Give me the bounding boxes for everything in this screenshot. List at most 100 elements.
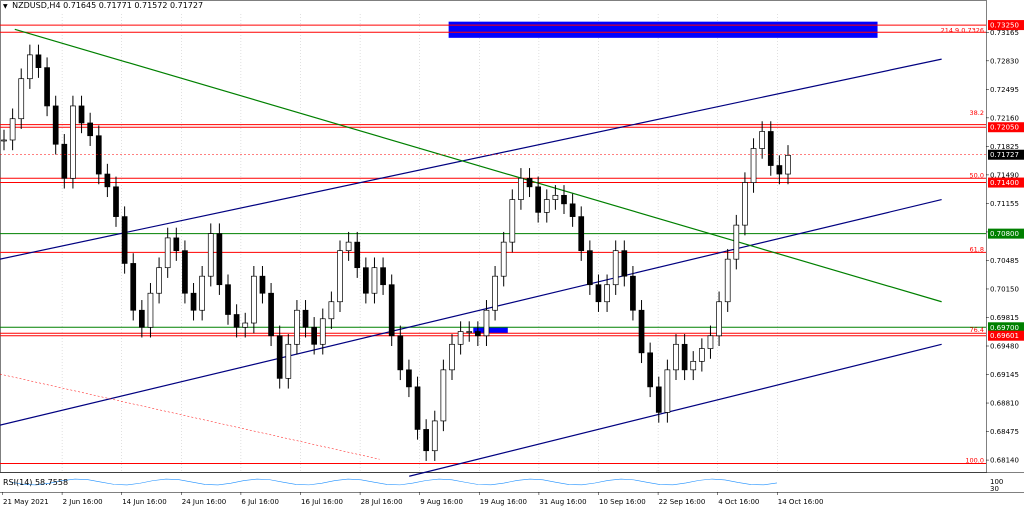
- candle-body: [61, 143, 68, 179]
- ohlc-values: 0.71645 0.71771 0.71572 0.71727: [63, 1, 204, 10]
- candle-body: [707, 335, 714, 349]
- symbol-header: ▼ NZDUSD,H4 0.71645 0.71771 0.71572 0.71…: [3, 1, 203, 10]
- rsi-line: [9, 478, 778, 486]
- trendline: [14, 28, 942, 303]
- candle-body: [104, 173, 111, 188]
- candle-body: [44, 67, 50, 107]
- x-tick-label: 22 Sep 16:00: [659, 498, 706, 506]
- candle-body: [664, 369, 671, 413]
- candle-body: [52, 105, 59, 145]
- candle-body: [302, 309, 309, 328]
- y-tick-label: 0.69815: [990, 314, 1019, 322]
- candle-body: [698, 348, 705, 362]
- candle-body: [138, 309, 145, 328]
- candle-body: [268, 292, 274, 337]
- candle-body: [518, 177, 524, 200]
- y-tick-label: 0.68810: [990, 400, 1019, 408]
- x-tick-label: 28 Jul 16:00: [361, 498, 403, 506]
- fib-level-label: 38.2: [970, 109, 984, 117]
- price-tag: [988, 330, 1024, 341]
- price-tag: [988, 322, 1024, 333]
- candle-body: [311, 326, 318, 345]
- candle-body: [604, 284, 610, 303]
- candle-body: [406, 369, 412, 388]
- candle-body: [586, 250, 593, 286]
- candle-body: [492, 275, 498, 311]
- candle-body: [483, 309, 490, 337]
- candle-body: [569, 203, 576, 217]
- dropdown-triangle-icon[interactable]: ▼: [3, 3, 8, 10]
- x-tick-label: 19 Aug 16:00: [480, 498, 527, 506]
- y-tick-label: 0.71825: [990, 143, 1019, 151]
- y-tick-label: 0.72160: [990, 114, 1019, 122]
- candle-body: [638, 309, 645, 354]
- candle-body: [164, 237, 171, 269]
- fib-level-label: 61.8: [970, 245, 984, 253]
- y-tick-label: 0.71155: [990, 200, 1019, 208]
- price-tag-label: 0.70800: [990, 230, 1019, 238]
- candle-body: [716, 301, 722, 337]
- candle-body: [276, 335, 283, 379]
- y-tick-label: 0.73165: [990, 29, 1019, 37]
- candle-body: [18, 78, 25, 120]
- candle-body: [328, 301, 335, 320]
- candle-body: [294, 309, 300, 345]
- plot-frame: [0, 0, 987, 473]
- candle-body: [182, 250, 188, 294]
- candle-body: [371, 267, 378, 294]
- candle-body: [362, 267, 369, 294]
- candle-body: [397, 335, 404, 371]
- candle-body: [156, 267, 162, 294]
- price-tag-label: 0.73250: [990, 22, 1019, 30]
- y-tick-label: 0.72495: [990, 86, 1019, 94]
- candle-body: [440, 369, 447, 422]
- x-tick-label: 14 Oct 16:00: [778, 498, 824, 506]
- candle-body: [449, 343, 455, 371]
- candle-body: [673, 343, 679, 371]
- candle-body: [526, 177, 533, 188]
- candle-body: [113, 186, 119, 217]
- candle-body: [630, 275, 636, 311]
- candle-body: [767, 131, 774, 166]
- x-tick-label: 31 Aug 16:00: [539, 498, 586, 506]
- candle-body: [750, 148, 757, 183]
- fib-level-label: 76.4: [970, 326, 984, 334]
- candle-body: [319, 318, 326, 345]
- candle-body: [612, 250, 619, 286]
- candle-body: [681, 343, 688, 371]
- candle-body: [535, 186, 542, 213]
- x-tick-label: 10 Sep 16:00: [599, 498, 646, 506]
- candle-body: [242, 322, 249, 328]
- rsi-axis-label: 100: [990, 478, 1003, 486]
- candle-body: [561, 194, 567, 205]
- candle-body: [655, 386, 662, 413]
- trendline: [0, 373, 380, 460]
- candle-body: [690, 360, 697, 371]
- x-tick-label: 14 Jun 16:00: [122, 498, 166, 506]
- x-tick-label: 16 Jul 16:00: [301, 498, 343, 506]
- y-tick-label: 0.70485: [990, 257, 1019, 265]
- x-tick-label: 24 Jun 16:00: [182, 498, 226, 506]
- candle-body: [285, 343, 292, 379]
- candle-body: [259, 275, 266, 294]
- supply-demand-zone: [473, 327, 508, 334]
- candle-body: [121, 216, 128, 264]
- candle-body: [552, 194, 559, 200]
- y-tick-label: 0.71490: [990, 171, 1019, 179]
- candle-body: [776, 165, 783, 175]
- y-tick-label: 0.69145: [990, 371, 1019, 379]
- candle-body: [1, 139, 7, 142]
- candle-body: [466, 331, 473, 333]
- current-price-label: 0.71727: [990, 151, 1019, 159]
- candle-body: [759, 131, 766, 149]
- candle-body: [250, 275, 257, 324]
- candle-body: [78, 105, 85, 124]
- candle-body: [87, 122, 94, 137]
- candle-body: [207, 233, 214, 277]
- y-tick-label: 0.69480: [990, 343, 1019, 351]
- candle-body: [190, 292, 197, 311]
- current-price-tag: [988, 149, 1024, 160]
- candle-body: [785, 154, 791, 175]
